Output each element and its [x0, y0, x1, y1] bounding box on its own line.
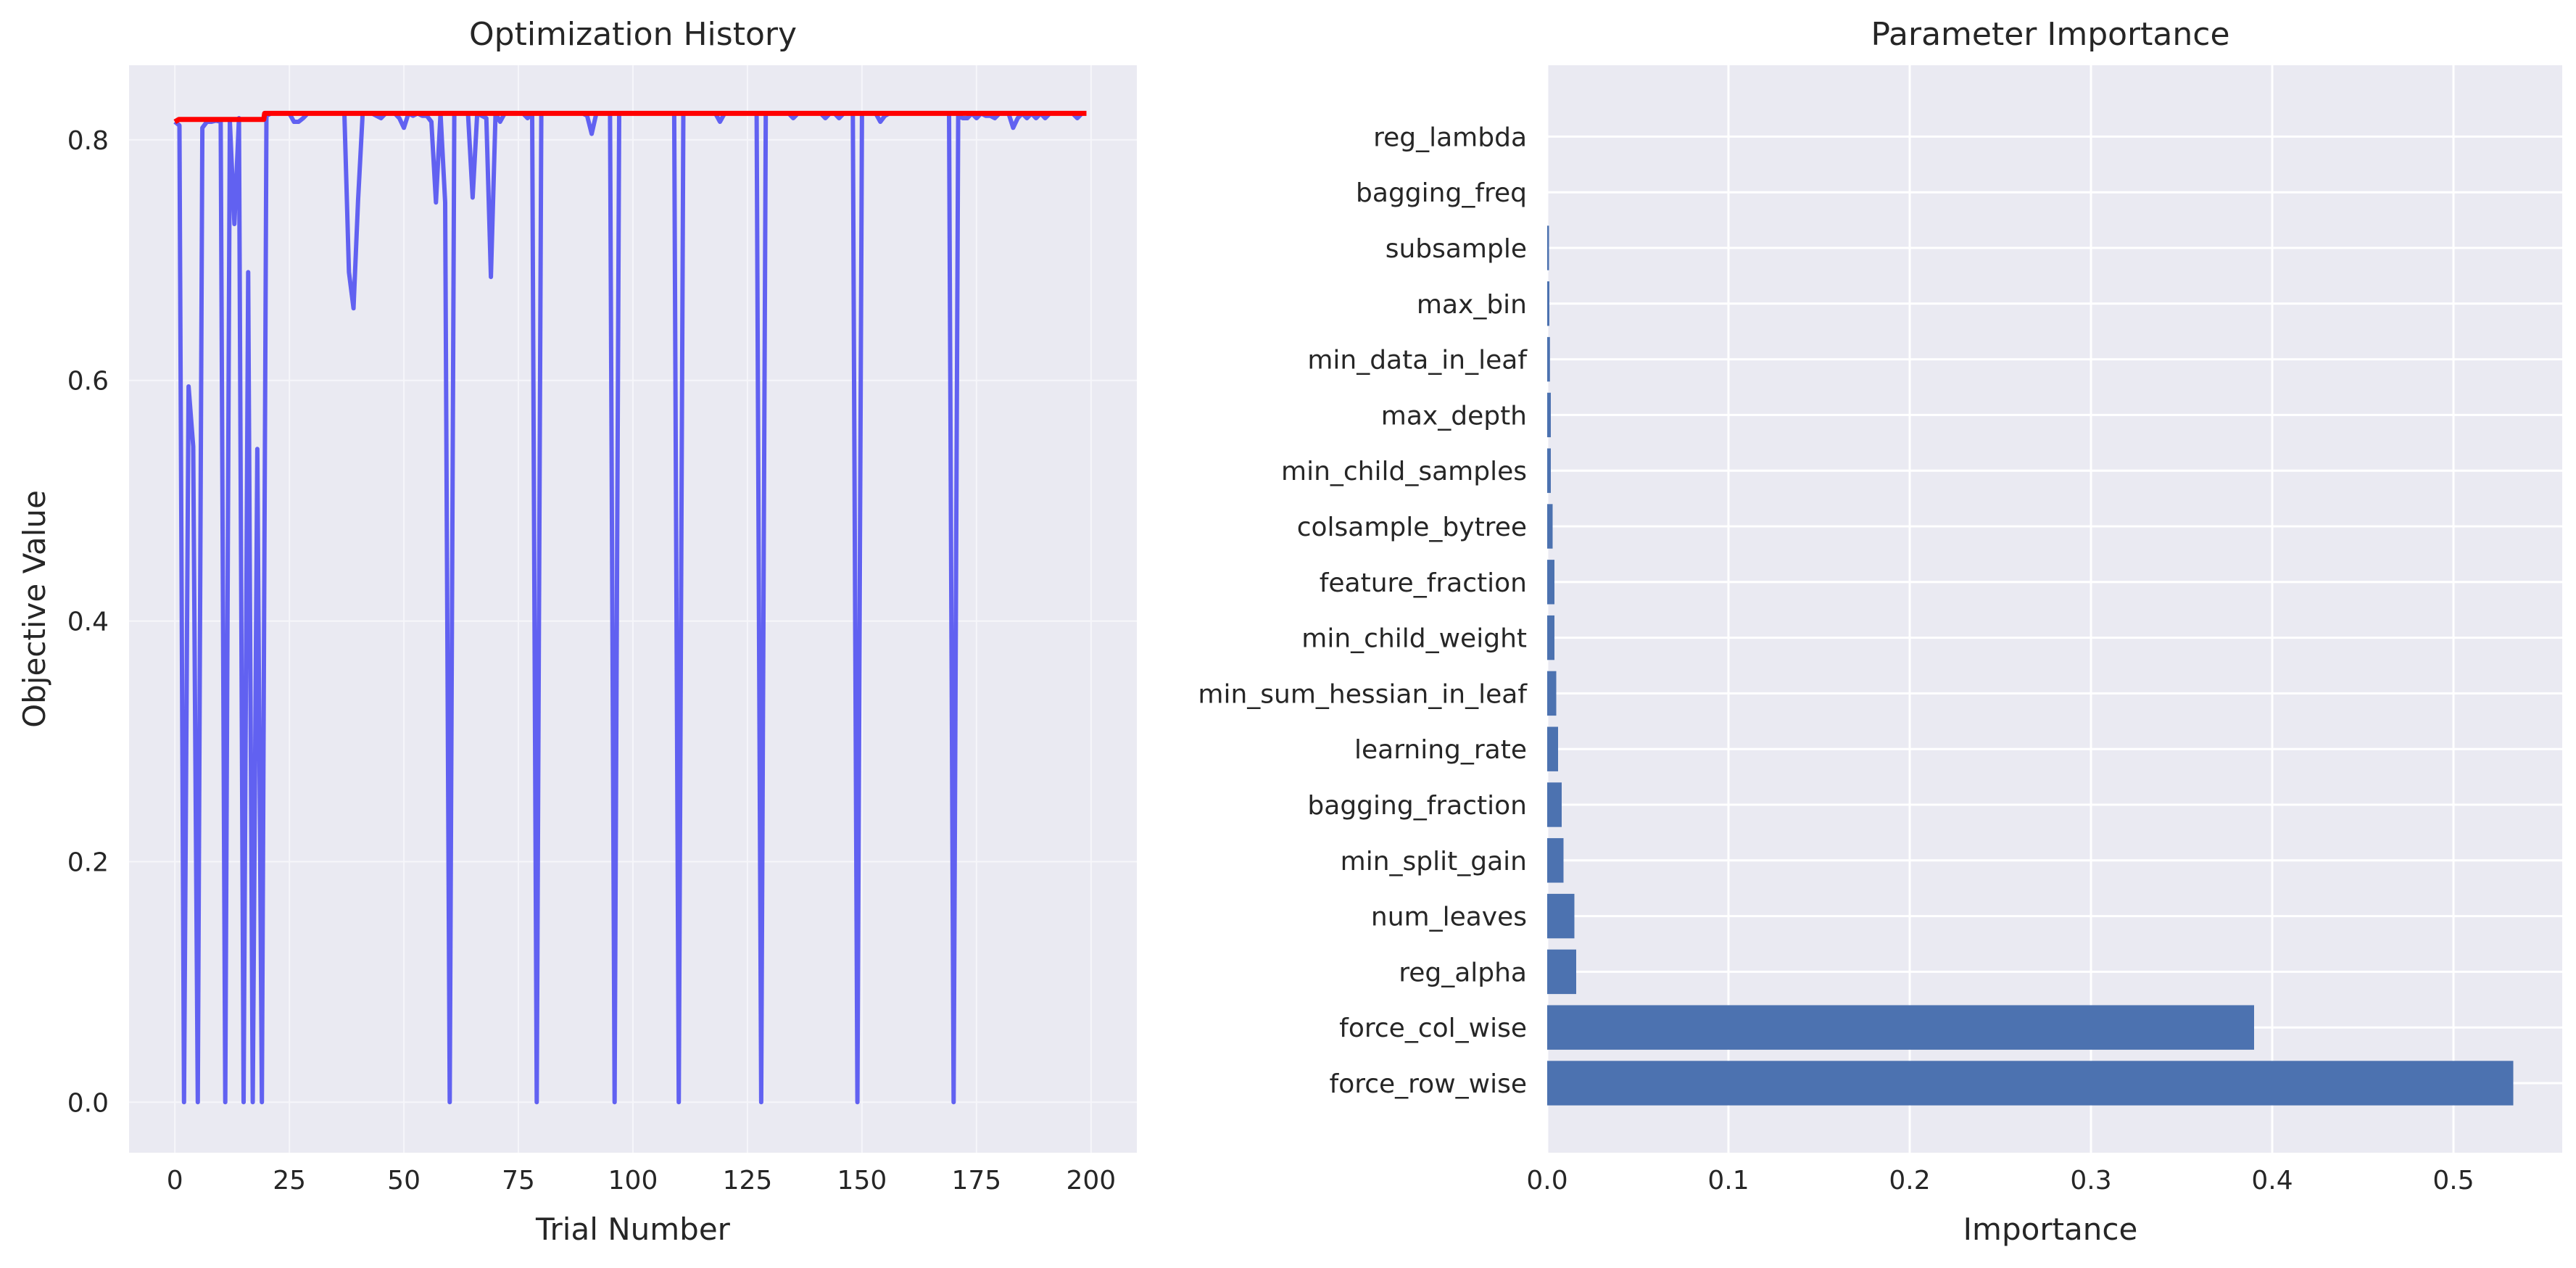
category-label: min_sum_hessian_in_leaf [1198, 679, 1528, 709]
x-tick-label: 0.2 [1889, 1166, 1930, 1196]
bars [1547, 225, 2514, 1106]
x-tick-label: 0.5 [2432, 1166, 2474, 1196]
bar-min-sum-hessian-in-leaf [1547, 671, 1557, 716]
gridlines [129, 65, 1137, 1153]
category-label: colsample_bytree [1297, 513, 1527, 542]
bar-min-split-gain [1547, 838, 1564, 883]
bar-bagging-fraction [1547, 782, 1562, 827]
category-label: max_bin [1417, 290, 1527, 320]
category-label: min_split_gain [1341, 847, 1527, 877]
x-tick-label: 0.0 [1526, 1166, 1567, 1196]
x-tick-label: 50 [387, 1166, 421, 1196]
bar-reg-alpha [1547, 949, 1576, 995]
bar-force-row-wise [1547, 1061, 2514, 1106]
chart-title: Parameter Importance [1871, 16, 2229, 53]
bar-colsample-bytree [1547, 504, 1553, 549]
category-label: bagging_fraction [1307, 791, 1527, 821]
bar-min-child-weight [1547, 615, 1554, 660]
x-tick-label: 200 [1066, 1166, 1116, 1196]
category-label: min_child_samples [1281, 457, 1527, 486]
category-label: feature_fraction [1320, 568, 1527, 598]
bar-subsample [1547, 225, 1549, 270]
x-tick-label: 0.4 [2251, 1166, 2293, 1196]
y-tick-label: 0.0 [67, 1088, 109, 1118]
bar-min-child-samples [1547, 448, 1551, 493]
bar-max-depth [1547, 392, 1551, 438]
parameter-importance-chart: 0.0 0.1 0.2 0.3 0.4 0.5 force_row_wise force_c… [1198, 16, 2562, 1247]
category-label: num_leaves [1371, 903, 1527, 932]
bar-feature-fraction [1547, 560, 1554, 605]
category-labels: force_row_wise force_col_wise reg_alpha num… [1198, 123, 1528, 1099]
y-tick-label: 0.4 [67, 608, 109, 637]
x-axis-label: Trial Number [535, 1211, 731, 1247]
category-label: bagging_freq [1356, 178, 1527, 208]
x-tick-labels: 0.0 0.1 0.2 0.3 0.4 0.5 [1526, 1166, 2474, 1196]
optimization-history-chart: 0 25 50 75 100 125 150 175 200 0.0 0.2 0.4 0.6 0.8 O… [17, 16, 1137, 1247]
bar-learning-rate [1547, 726, 1558, 771]
best-value-line [173, 110, 1087, 125]
x-tick-label: 175 [952, 1166, 1002, 1196]
category-label: reg_alpha [1399, 958, 1527, 987]
gridlines [1546, 65, 2562, 1153]
y-tick-label: 0.2 [67, 848, 109, 877]
bar-num-leaves [1547, 893, 1575, 939]
x-axis-label: Importance [1963, 1211, 2138, 1247]
x-tick-label: 150 [837, 1166, 887, 1196]
category-label: learning_rate [1354, 735, 1527, 765]
x-tick-labels: 0 25 50 75 100 125 150 175 200 [167, 1166, 1116, 1196]
y-tick-label: 0.8 [67, 126, 109, 156]
x-tick-label: 0.3 [2070, 1166, 2111, 1196]
category-label: force_row_wise [1330, 1069, 1527, 1099]
category-label: reg_lambda [1373, 123, 1527, 152]
y-tick-label: 0.6 [67, 367, 109, 397]
category-label: min_data_in_leaf [1307, 346, 1528, 376]
x-tick-label: 125 [723, 1166, 773, 1196]
plot-area [1547, 65, 2562, 1153]
x-tick-label: 25 [273, 1166, 306, 1196]
category-label: subsample [1386, 234, 1527, 264]
bar-min-data-in-leaf [1547, 336, 1550, 382]
series-lines [173, 110, 1087, 1105]
x-tick-label: 0 [167, 1166, 183, 1196]
bar-force-col-wise [1547, 1005, 2254, 1050]
y-axis-label: Objective Value [17, 490, 52, 728]
x-tick-label: 100 [608, 1166, 658, 1196]
x-tick-label: 75 [502, 1166, 535, 1196]
chart-title: Optimization History [469, 16, 797, 53]
bar-max-bin [1547, 281, 1549, 326]
category-label: force_col_wise [1339, 1014, 1527, 1043]
x-tick-label: 0.1 [1707, 1166, 1749, 1196]
category-label: min_child_weight [1301, 624, 1527, 654]
category-label: max_depth [1381, 401, 1527, 431]
y-tick-labels: 0.0 0.2 0.4 0.6 0.8 [67, 126, 109, 1118]
